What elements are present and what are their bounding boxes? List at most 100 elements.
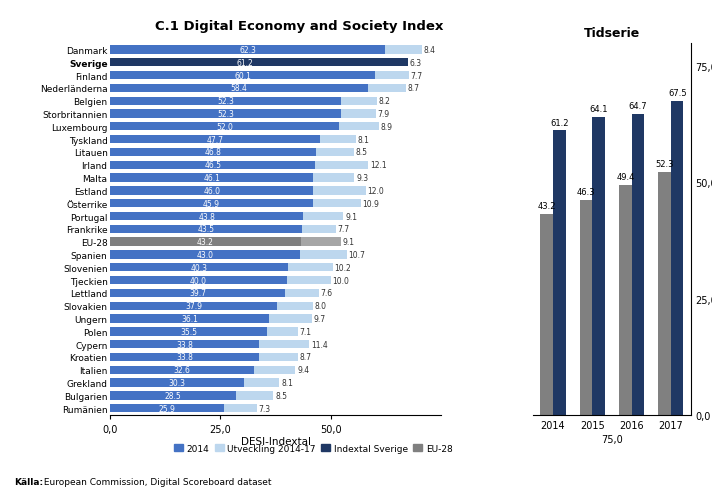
- Text: 11.4: 11.4: [311, 340, 328, 349]
- Bar: [110, 302, 277, 310]
- Bar: [313, 187, 366, 195]
- Text: 43.2: 43.2: [197, 238, 214, 246]
- Text: 67.5: 67.5: [668, 89, 686, 98]
- Text: 58.4: 58.4: [231, 84, 247, 93]
- Bar: [540, 215, 553, 415]
- Text: 32.6: 32.6: [174, 366, 191, 374]
- Text: 64.7: 64.7: [629, 102, 647, 111]
- Bar: [110, 379, 244, 387]
- Text: 9.7: 9.7: [314, 314, 326, 324]
- Text: 52.0: 52.0: [216, 122, 234, 132]
- Bar: [110, 59, 380, 67]
- Text: 25.9: 25.9: [159, 404, 176, 413]
- Bar: [110, 46, 384, 55]
- Bar: [110, 251, 300, 259]
- Bar: [110, 327, 267, 336]
- Bar: [254, 366, 295, 374]
- Text: 60.1: 60.1: [234, 71, 251, 81]
- Text: 61.2: 61.2: [237, 59, 253, 68]
- Bar: [110, 404, 224, 412]
- Text: 28.5: 28.5: [164, 391, 182, 400]
- X-axis label: 75,0: 75,0: [601, 434, 623, 444]
- Text: 9.3: 9.3: [356, 174, 368, 183]
- Bar: [286, 289, 319, 298]
- Text: European Commission, Digital Scoreboard dataset: European Commission, Digital Scoreboard …: [41, 477, 272, 486]
- Bar: [671, 102, 684, 415]
- Bar: [244, 379, 280, 387]
- Text: 8.2: 8.2: [379, 97, 390, 106]
- Bar: [110, 340, 259, 348]
- Bar: [110, 174, 313, 183]
- Bar: [288, 264, 333, 272]
- Text: 8.0: 8.0: [314, 302, 326, 310]
- Text: 46.0: 46.0: [203, 186, 220, 196]
- Text: 45.9: 45.9: [203, 199, 220, 208]
- Text: 6.3: 6.3: [409, 59, 422, 68]
- Bar: [110, 148, 317, 157]
- Legend: 2014, Utveckling 2014-17, Indextal Sverige, EU-28: 2014, Utveckling 2014-17, Indextal Sveri…: [170, 441, 456, 457]
- Bar: [277, 302, 313, 310]
- Text: 9.4: 9.4: [297, 366, 309, 374]
- Bar: [375, 72, 409, 80]
- Bar: [110, 391, 236, 400]
- Text: 7.7: 7.7: [337, 225, 350, 234]
- Text: 40.0: 40.0: [190, 276, 207, 285]
- Bar: [580, 200, 592, 415]
- Bar: [341, 110, 375, 119]
- Text: 52.3: 52.3: [217, 97, 234, 106]
- Text: 7.6: 7.6: [320, 289, 333, 298]
- Text: 61.2: 61.2: [550, 119, 569, 127]
- Bar: [553, 131, 565, 415]
- Bar: [267, 327, 298, 336]
- Text: 52.3: 52.3: [655, 160, 674, 169]
- Bar: [110, 212, 303, 221]
- Text: 7.1: 7.1: [300, 327, 312, 336]
- Bar: [259, 340, 310, 348]
- Bar: [110, 97, 341, 105]
- Text: 43.2: 43.2: [538, 202, 556, 211]
- Text: 49.4: 49.4: [616, 173, 634, 182]
- Text: 52.3: 52.3: [217, 110, 234, 119]
- Bar: [236, 391, 273, 400]
- Text: 7.7: 7.7: [411, 71, 423, 81]
- Text: 8.7: 8.7: [408, 84, 419, 93]
- Bar: [259, 353, 298, 362]
- Bar: [110, 264, 288, 272]
- Bar: [380, 59, 408, 67]
- Bar: [110, 225, 302, 234]
- Text: 64.1: 64.1: [590, 105, 608, 114]
- Text: 12.1: 12.1: [370, 161, 387, 170]
- Text: 12.0: 12.0: [367, 186, 384, 196]
- Text: 30.3: 30.3: [169, 378, 186, 387]
- Bar: [320, 136, 356, 144]
- Bar: [367, 84, 406, 93]
- Text: 8.5: 8.5: [356, 148, 367, 157]
- Text: 10.7: 10.7: [349, 250, 365, 260]
- Bar: [632, 115, 644, 415]
- X-axis label: DESI-Indextal: DESI-Indextal: [241, 437, 310, 447]
- Text: 8.9: 8.9: [380, 122, 392, 132]
- Bar: [110, 238, 300, 246]
- Text: 8.4: 8.4: [424, 46, 436, 55]
- Text: 62.3: 62.3: [239, 46, 256, 55]
- Text: 37.9: 37.9: [185, 302, 202, 310]
- Bar: [269, 315, 312, 323]
- Bar: [315, 161, 368, 169]
- Bar: [313, 200, 360, 208]
- Text: 39.7: 39.7: [189, 289, 206, 298]
- Bar: [110, 110, 341, 119]
- Bar: [110, 353, 259, 362]
- Text: 7.3: 7.3: [258, 404, 271, 413]
- Text: 40.3: 40.3: [191, 263, 208, 272]
- Text: 8.5: 8.5: [275, 391, 287, 400]
- Bar: [110, 84, 367, 93]
- Bar: [341, 97, 377, 105]
- Text: 46.1: 46.1: [204, 174, 220, 183]
- Bar: [313, 174, 355, 183]
- Text: 8.1: 8.1: [281, 378, 293, 387]
- Bar: [317, 148, 354, 157]
- Bar: [303, 212, 343, 221]
- Bar: [384, 46, 422, 55]
- Text: 10.9: 10.9: [362, 199, 379, 208]
- Bar: [110, 187, 313, 195]
